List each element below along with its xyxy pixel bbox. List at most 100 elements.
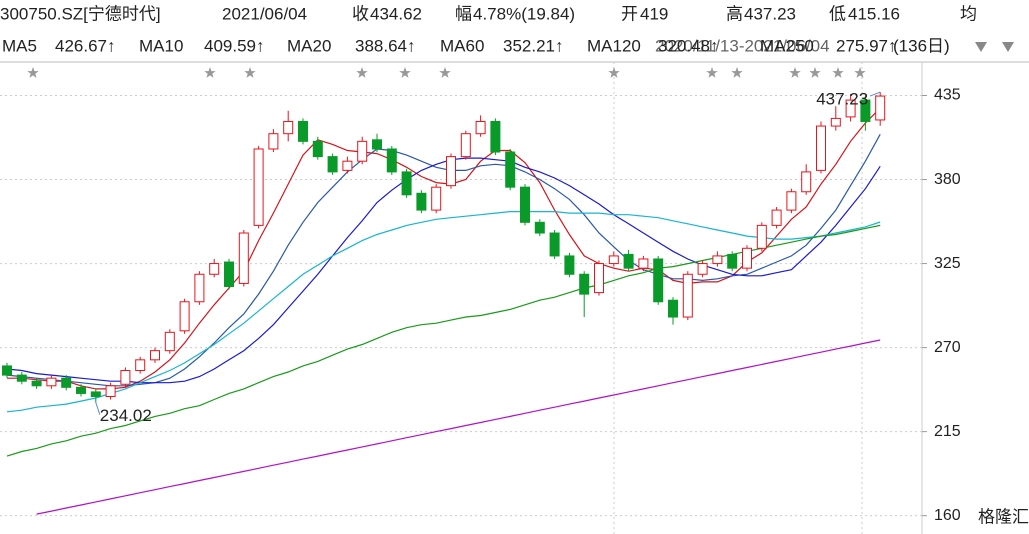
dropdown-icon[interactable]: [975, 42, 987, 52]
signal-star: [356, 67, 368, 78]
candle-body: [594, 263, 604, 294]
candle-body: [16, 374, 27, 382]
candle-body: [860, 99, 871, 122]
ma-name: MA250: [760, 36, 814, 55]
ma-line: [6, 157, 881, 384]
candle-body: [505, 151, 516, 188]
y-tick-label: 435: [934, 87, 961, 104]
ma-value: 320.48↑: [658, 36, 719, 55]
ma-value: 388.64↑: [355, 36, 416, 55]
quote-value: 4.78%(19.84): [473, 4, 575, 23]
candle-body: [342, 160, 353, 171]
candle-body: [682, 273, 693, 318]
candle-body: [179, 301, 190, 332]
ma-value: 275.97↑: [836, 36, 897, 55]
candle-body: [312, 140, 323, 158]
ma-value: 352.21↑: [503, 36, 564, 55]
y-tick-label: 160: [934, 507, 961, 524]
signal-star: [244, 67, 256, 78]
candle-body: [446, 156, 456, 187]
candle-body: [845, 99, 856, 118]
candle-body: [135, 359, 146, 372]
ma-name: MA10: [139, 36, 183, 55]
candle-body: [46, 377, 57, 387]
signal-star: [608, 67, 620, 78]
candle-body: [401, 171, 412, 196]
candle-body: [712, 255, 723, 265]
ma-name: MA60: [440, 36, 484, 55]
ma-line: [6, 211, 881, 413]
quote-label: 收: [352, 4, 369, 23]
quote-value: 437.23: [744, 4, 796, 23]
candle-body: [416, 192, 427, 211]
candle-body: [475, 120, 486, 135]
date: 2021/06/04: [222, 4, 307, 23]
candle-body: [623, 253, 634, 269]
candle-body: [357, 140, 368, 162]
candle-body: [2, 365, 12, 376]
y-tick-label: 215: [934, 423, 961, 440]
candle-body: [105, 385, 116, 397]
ma-value: 426.67↑: [55, 36, 116, 55]
candle-body: [238, 232, 249, 284]
annotation-pointer: [95, 402, 101, 415]
candle-body: [638, 258, 649, 269]
candle-body: [727, 253, 738, 269]
candle-body: [875, 95, 886, 121]
candle-body: [298, 120, 308, 142]
ma-name: MA20: [287, 36, 331, 55]
quote-label: 幅: [455, 4, 472, 23]
signal-star: [731, 67, 743, 78]
annotation-pointer: [870, 91, 881, 97]
candle-body: [801, 171, 812, 193]
candle-body: [460, 133, 471, 158]
candle-body: [668, 299, 678, 318]
candle-body: [283, 120, 294, 135]
candle-body: [520, 186, 530, 223]
watermark: 格隆汇: [978, 507, 1029, 526]
candle-body: [209, 263, 220, 275]
signal-star: [854, 67, 866, 78]
signal-star: [439, 67, 451, 78]
ma-value: 409.59↑: [204, 36, 265, 55]
candle-body: [534, 221, 545, 234]
quote-label: 低: [829, 4, 846, 23]
candle-body: [268, 133, 279, 150]
low-annotation: 234.02: [100, 406, 152, 425]
candle-body: [372, 139, 382, 150]
candle-body: [386, 148, 397, 173]
y-tick-label: 380: [934, 171, 961, 188]
signal-star: [832, 67, 844, 78]
candle-body: [579, 273, 590, 295]
period: (136日): [893, 36, 950, 55]
signal-star: [706, 67, 718, 78]
candle-body: [653, 258, 664, 303]
candle-body: [224, 261, 234, 287]
quote-value: 419: [640, 4, 668, 23]
dropdown-icon[interactable]: [1002, 42, 1014, 52]
high-annotation: 437.23: [816, 90, 868, 109]
y-tick-label: 325: [934, 255, 961, 272]
quote-label: 开: [621, 4, 638, 23]
candle-body: [194, 273, 205, 303]
candle-body: [549, 232, 560, 257]
candle-body: [120, 370, 131, 385]
ma-line: [6, 224, 881, 457]
quote-value: 434.62: [370, 4, 422, 23]
y-tick-label: 270: [934, 339, 961, 356]
ma-name: MA5: [2, 36, 37, 55]
candle-body: [431, 186, 442, 211]
candle-body: [76, 386, 86, 394]
candle-body: [756, 224, 767, 249]
candle-body: [816, 125, 826, 171]
candle-body: [771, 209, 782, 226]
date-range: 2020/11/13-2021/06/04: [655, 36, 830, 55]
candle-body: [61, 377, 72, 388]
quote-label: 均: [960, 4, 977, 23]
candle-body: [786, 191, 797, 211]
candle-body: [697, 263, 708, 275]
signal-star: [204, 67, 216, 78]
candle-body: [608, 255, 619, 265]
